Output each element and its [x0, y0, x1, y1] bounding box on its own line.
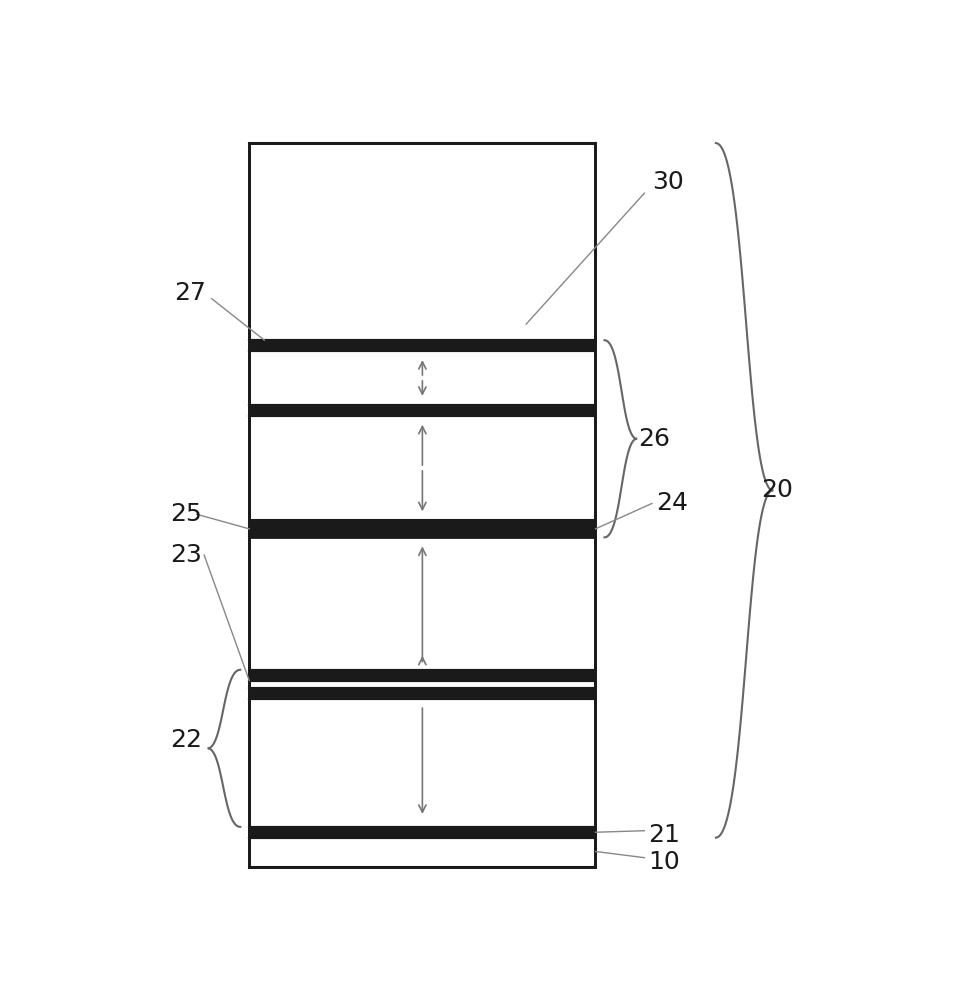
- Text: 27: 27: [174, 281, 206, 305]
- Text: 25: 25: [170, 502, 202, 526]
- Bar: [250, 340, 595, 351]
- Text: 20: 20: [761, 478, 793, 502]
- Text: 21: 21: [649, 823, 680, 847]
- Bar: [250, 520, 595, 537]
- Text: 23: 23: [170, 543, 202, 567]
- Bar: [250, 143, 595, 867]
- Bar: [250, 670, 595, 681]
- Text: 10: 10: [649, 850, 680, 874]
- Text: 24: 24: [655, 491, 687, 515]
- Bar: [250, 405, 595, 416]
- Text: 30: 30: [652, 170, 684, 194]
- Bar: [250, 688, 595, 699]
- Bar: [250, 143, 595, 867]
- Text: 22: 22: [170, 728, 202, 752]
- Bar: [250, 827, 595, 838]
- Text: 26: 26: [638, 427, 670, 451]
